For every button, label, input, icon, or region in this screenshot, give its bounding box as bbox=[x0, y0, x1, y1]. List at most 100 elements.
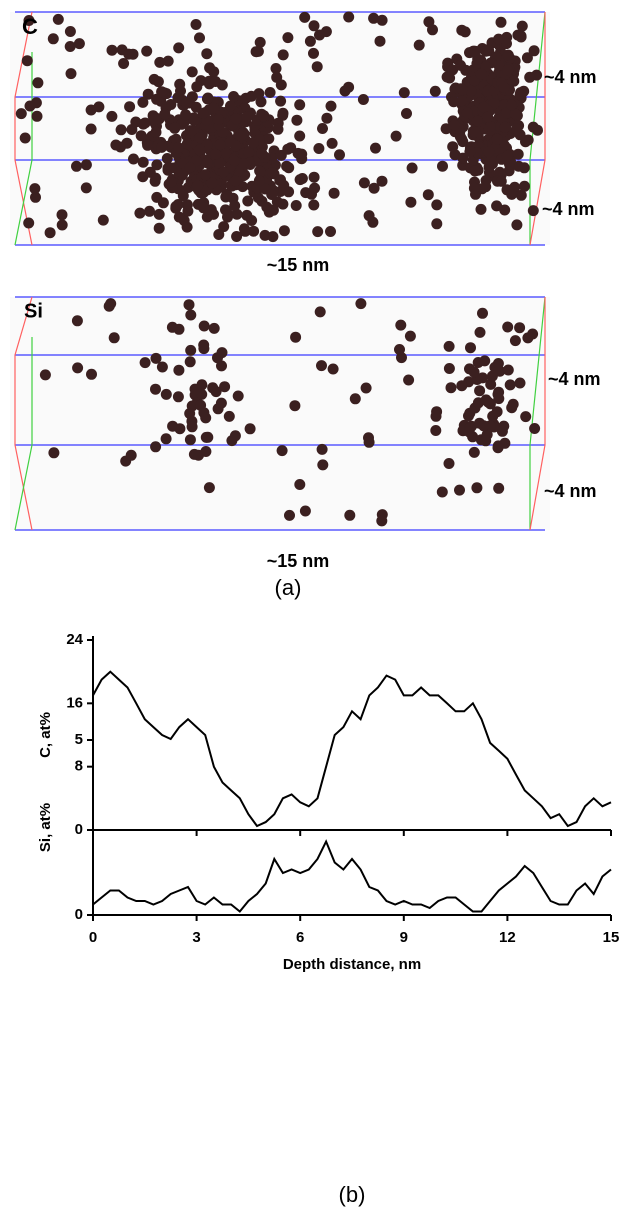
atom bbox=[224, 411, 235, 422]
atom bbox=[478, 102, 489, 113]
atom bbox=[216, 398, 227, 409]
atom bbox=[200, 169, 211, 180]
atom bbox=[245, 423, 256, 434]
atom bbox=[263, 133, 274, 144]
atom bbox=[109, 332, 120, 343]
atom bbox=[503, 50, 514, 61]
atom bbox=[464, 146, 475, 157]
atom bbox=[431, 199, 442, 210]
atom bbox=[71, 161, 82, 172]
atom bbox=[235, 131, 246, 142]
atom bbox=[456, 380, 467, 391]
atom bbox=[254, 175, 265, 186]
atom bbox=[65, 26, 76, 37]
atom bbox=[200, 446, 211, 457]
atom bbox=[449, 120, 460, 131]
atom bbox=[161, 389, 172, 400]
atom bbox=[248, 137, 259, 148]
atom bbox=[407, 163, 418, 174]
atom bbox=[309, 20, 320, 31]
atom bbox=[401, 108, 412, 119]
atom bbox=[275, 96, 286, 107]
atom bbox=[215, 139, 226, 150]
atom bbox=[130, 117, 141, 128]
atom bbox=[505, 379, 516, 390]
atom bbox=[314, 30, 325, 41]
atom bbox=[184, 299, 195, 310]
atom bbox=[210, 149, 221, 160]
atom bbox=[291, 115, 302, 126]
atom bbox=[456, 95, 467, 106]
panel-label: (a) bbox=[275, 575, 302, 600]
atom bbox=[430, 425, 441, 436]
atom bbox=[487, 371, 498, 382]
atom bbox=[364, 210, 375, 221]
atom bbox=[122, 138, 133, 149]
atom bbox=[74, 38, 85, 49]
atom bbox=[242, 196, 253, 207]
atom bbox=[444, 458, 455, 469]
atom bbox=[290, 332, 301, 343]
atom bbox=[151, 127, 162, 138]
atom bbox=[118, 58, 129, 69]
atom bbox=[154, 209, 165, 220]
atom bbox=[110, 140, 121, 151]
atom bbox=[460, 26, 471, 37]
atom bbox=[191, 19, 202, 30]
atom bbox=[437, 487, 448, 498]
atom bbox=[260, 230, 271, 241]
atom bbox=[529, 45, 540, 56]
atom bbox=[184, 162, 195, 173]
atom bbox=[329, 188, 340, 199]
atom bbox=[300, 506, 311, 517]
atom bbox=[375, 36, 386, 47]
atom bbox=[405, 197, 416, 208]
atom bbox=[199, 321, 210, 332]
atom bbox=[246, 215, 257, 226]
atom bbox=[305, 36, 316, 47]
atom bbox=[309, 172, 320, 183]
atom bbox=[447, 141, 458, 152]
atom bbox=[161, 433, 172, 444]
atom bbox=[498, 82, 509, 93]
atom bbox=[16, 108, 27, 119]
atom bbox=[167, 322, 178, 333]
atom bbox=[201, 48, 212, 59]
atom bbox=[151, 192, 162, 203]
atom bbox=[493, 34, 504, 45]
atom bbox=[185, 356, 196, 367]
atom bbox=[480, 435, 491, 446]
atom bbox=[40, 369, 51, 380]
panel-label: (b) bbox=[339, 1182, 366, 1207]
atom bbox=[469, 367, 480, 378]
atom bbox=[493, 442, 504, 453]
atom bbox=[528, 122, 539, 133]
atom bbox=[510, 335, 521, 346]
dim-label: ~4 nm bbox=[544, 481, 597, 501]
dim-label: ~15 nm bbox=[267, 551, 330, 571]
atom bbox=[32, 77, 43, 88]
atom bbox=[218, 167, 229, 178]
atom bbox=[492, 134, 503, 145]
atom bbox=[198, 108, 209, 119]
atom bbox=[194, 32, 205, 43]
x-tick-label: 0 bbox=[89, 929, 97, 946]
atom bbox=[81, 182, 92, 193]
atom bbox=[350, 393, 361, 404]
atom bbox=[313, 143, 324, 154]
atom bbox=[150, 176, 161, 187]
atom bbox=[464, 426, 475, 437]
atom bbox=[514, 322, 525, 333]
atom bbox=[204, 482, 215, 493]
atom bbox=[528, 205, 539, 216]
atom bbox=[470, 166, 481, 177]
atom bbox=[228, 91, 239, 102]
atom bbox=[202, 157, 213, 168]
atom bbox=[309, 183, 320, 194]
atom bbox=[399, 87, 410, 98]
atom bbox=[187, 421, 198, 432]
y-tick-label: 0 bbox=[75, 906, 83, 923]
atom bbox=[159, 109, 170, 120]
atom bbox=[57, 209, 68, 220]
atom bbox=[258, 110, 269, 121]
